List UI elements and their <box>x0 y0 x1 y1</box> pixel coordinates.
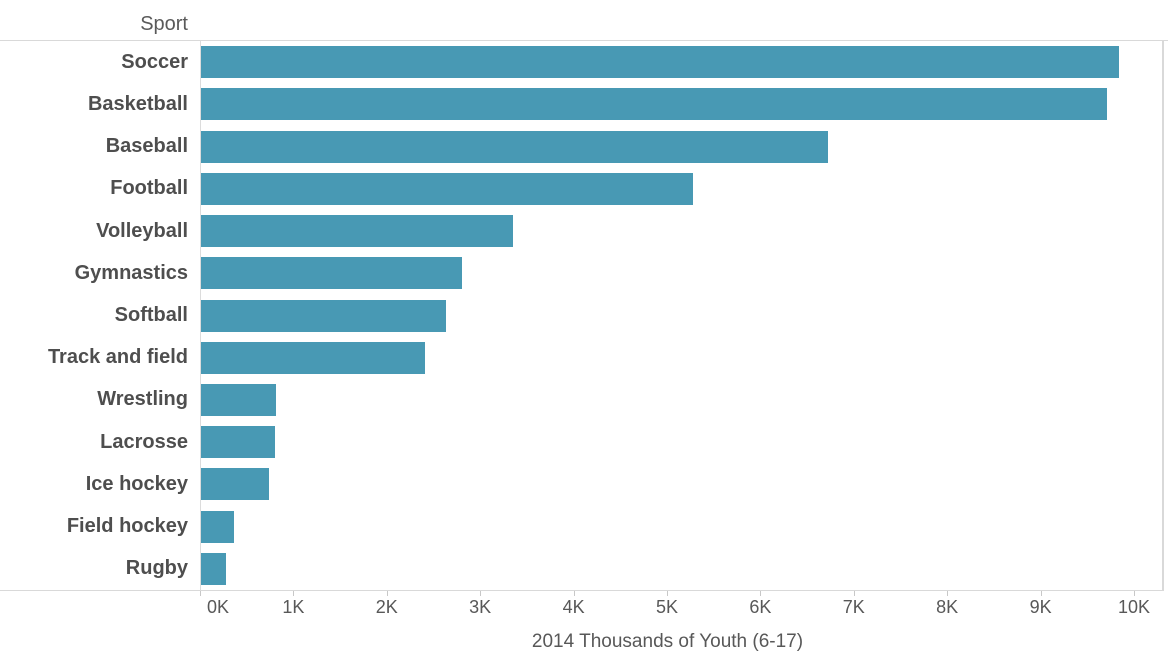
category-label: Football <box>110 177 188 200</box>
bar[interactable] <box>200 88 1107 121</box>
tick-label: 1K <box>282 597 305 617</box>
bar[interactable] <box>200 426 275 459</box>
x-axis-title: 2014 Thousands of Youth (6-17) <box>531 631 804 652</box>
tick-label: 9K <box>1029 597 1052 617</box>
bar-row: Soccer <box>0 41 1164 83</box>
bar[interactable] <box>200 215 513 248</box>
tick-label: 8K <box>936 597 959 617</box>
tick-label: 0K <box>206 597 230 617</box>
bar-track <box>200 379 1164 421</box>
bar-track <box>200 463 1164 505</box>
bar[interactable] <box>200 172 694 205</box>
bar-track <box>200 548 1164 590</box>
header-divider-line <box>0 40 1168 41</box>
bar[interactable] <box>200 552 227 585</box>
bar[interactable] <box>200 257 462 290</box>
tick-mark <box>760 591 762 596</box>
category-label: Basketball <box>87 92 188 115</box>
bar-row: Ice hockey <box>0 463 1164 505</box>
plot-right-border <box>1162 41 1164 590</box>
x-axis-line <box>0 590 1164 591</box>
tick-label: 10K <box>1117 597 1151 617</box>
tick-mark <box>1040 591 1042 596</box>
category-label: Field hockey <box>66 515 188 538</box>
tick-label: 4K <box>562 597 585 617</box>
bar[interactable] <box>200 130 828 163</box>
bar[interactable] <box>200 468 270 501</box>
category-label: Track and field <box>47 346 188 369</box>
bar-row: Softball <box>0 294 1164 336</box>
column-field-label: Sport <box>140 13 188 35</box>
bar-row: Football <box>0 168 1164 210</box>
category-label: Soccer <box>121 50 188 73</box>
tick-mark <box>480 591 482 596</box>
bar-row: Track and field <box>0 337 1164 379</box>
bar[interactable] <box>200 510 234 543</box>
category-label: Ice hockey <box>85 472 188 495</box>
category-label: Lacrosse <box>100 430 188 453</box>
bar-track <box>200 168 1164 210</box>
tick-label: 3K <box>469 597 492 617</box>
tick-label: 5K <box>655 597 679 617</box>
tick-label: 7K <box>842 597 865 617</box>
tick-mark <box>667 591 668 596</box>
category-label: Wrestling <box>97 388 188 411</box>
tick-mark <box>293 591 295 596</box>
category-label: Rugby <box>125 557 188 580</box>
bar[interactable] <box>200 341 426 374</box>
tick-mark <box>853 591 855 596</box>
bar-track <box>200 125 1164 167</box>
bar-row: Rugby <box>0 548 1164 590</box>
tick-mark <box>386 591 388 596</box>
bar-row: Basketball <box>0 83 1164 125</box>
bar-rows-container: Soccer Basketball Baseball Football Volleyba… <box>0 41 1164 590</box>
bar-track <box>200 337 1164 379</box>
bar-track <box>200 421 1164 463</box>
tick-mark <box>573 591 575 596</box>
bar-track <box>200 210 1164 252</box>
y-axis-line <box>200 41 201 590</box>
bar-row: Baseball <box>0 125 1164 167</box>
bar-row: Lacrosse <box>0 421 1164 463</box>
tick-mark <box>947 591 949 596</box>
bar-row: Volleyball <box>0 210 1164 252</box>
bar-track <box>200 506 1164 548</box>
category-label: Volleyball <box>96 219 188 242</box>
bar[interactable] <box>200 46 1120 79</box>
bar[interactable] <box>200 299 446 332</box>
bar-track <box>200 41 1164 83</box>
bar-row: Wrestling <box>0 379 1164 421</box>
bar[interactable] <box>200 383 276 416</box>
bar-row: Gymnastics <box>0 252 1164 294</box>
tick-label: 6K <box>749 597 772 617</box>
bar-track <box>200 252 1164 294</box>
category-label: Gymnastics <box>74 261 188 284</box>
bar-track <box>200 83 1164 125</box>
tick-mark <box>1134 591 1135 596</box>
bar-row: Field hockey <box>0 506 1164 548</box>
category-label: Baseball <box>105 135 188 158</box>
tick-mark <box>200 591 201 596</box>
tick-label: 2K <box>375 597 398 617</box>
bar-track <box>200 294 1164 336</box>
category-label: Softball <box>114 304 188 327</box>
